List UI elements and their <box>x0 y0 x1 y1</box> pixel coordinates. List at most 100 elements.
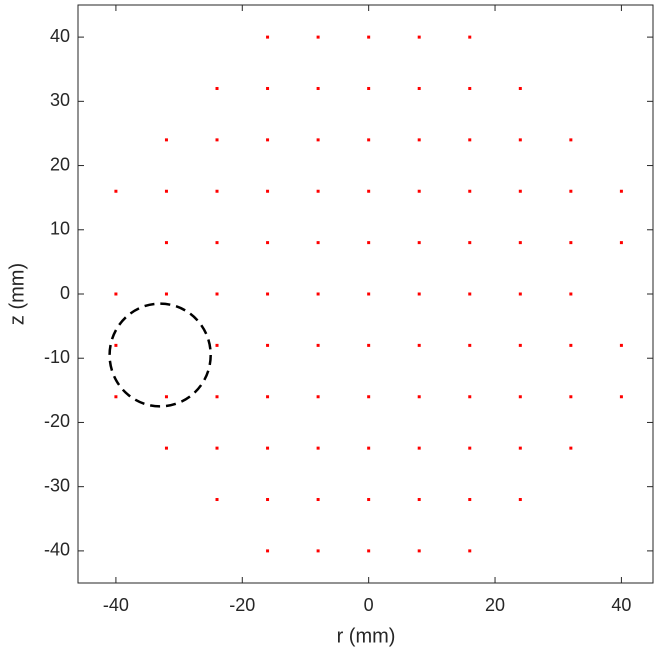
point <box>569 343 573 347</box>
point <box>468 343 472 347</box>
point <box>266 86 270 90</box>
point <box>367 138 371 142</box>
point <box>367 292 371 296</box>
point <box>569 189 573 193</box>
point <box>266 138 270 142</box>
y-tick-label: 20 <box>50 154 70 174</box>
point <box>114 395 118 399</box>
point <box>468 138 472 142</box>
point <box>619 395 623 399</box>
point <box>316 241 320 245</box>
point <box>266 549 270 553</box>
y-tick-label: -30 <box>44 475 70 495</box>
point <box>518 292 522 296</box>
point <box>215 241 219 245</box>
point <box>468 292 472 296</box>
point <box>468 189 472 193</box>
point <box>569 395 573 399</box>
point <box>417 446 421 450</box>
point <box>316 549 320 553</box>
point <box>569 292 573 296</box>
plot-frame <box>77 4 654 584</box>
point <box>367 498 371 502</box>
point <box>164 395 168 399</box>
point <box>468 395 472 399</box>
point <box>367 549 371 553</box>
point <box>569 446 573 450</box>
point <box>215 189 219 193</box>
point <box>518 498 522 502</box>
point <box>518 86 522 90</box>
point <box>316 86 320 90</box>
point <box>417 292 421 296</box>
point <box>367 35 371 39</box>
y-tick-label: -20 <box>44 411 70 431</box>
point <box>468 86 472 90</box>
point <box>215 498 219 502</box>
point <box>266 241 270 245</box>
point <box>215 446 219 450</box>
point <box>518 138 522 142</box>
point <box>468 549 472 553</box>
point <box>215 395 219 399</box>
point <box>518 446 522 450</box>
x-tick-label: 20 <box>485 595 505 615</box>
point <box>266 35 270 39</box>
point <box>164 292 168 296</box>
point <box>114 189 118 193</box>
point <box>316 343 320 347</box>
point <box>417 343 421 347</box>
point <box>569 241 573 245</box>
point <box>164 446 168 450</box>
point <box>619 189 623 193</box>
point <box>266 498 270 502</box>
point <box>468 241 472 245</box>
point <box>367 241 371 245</box>
point <box>417 395 421 399</box>
point <box>619 241 623 245</box>
point <box>518 343 522 347</box>
y-axis-label: z (mm) <box>6 263 28 325</box>
point <box>266 189 270 193</box>
point <box>316 446 320 450</box>
point <box>468 498 472 502</box>
y-tick-label: 40 <box>50 26 70 46</box>
point <box>367 395 371 399</box>
point <box>215 292 219 296</box>
point <box>367 446 371 450</box>
point <box>468 35 472 39</box>
point <box>417 549 421 553</box>
y-tick-label: 10 <box>50 219 70 239</box>
point <box>164 189 168 193</box>
point <box>114 292 118 296</box>
annotation-circle <box>108 302 212 408</box>
point <box>164 138 168 142</box>
y-tick-label: 30 <box>50 90 70 110</box>
point <box>619 343 623 347</box>
point <box>316 498 320 502</box>
point <box>468 446 472 450</box>
point <box>266 395 270 399</box>
point <box>367 86 371 90</box>
point <box>266 292 270 296</box>
point <box>417 138 421 142</box>
x-tick-label: -20 <box>229 595 255 615</box>
x-tick-label: 0 <box>364 595 374 615</box>
point <box>215 86 219 90</box>
point <box>266 343 270 347</box>
point <box>266 446 270 450</box>
point <box>569 138 573 142</box>
point <box>518 241 522 245</box>
point <box>417 241 421 245</box>
point <box>316 35 320 39</box>
point <box>518 395 522 399</box>
y-tick-label: -40 <box>44 540 70 560</box>
x-tick-label: -40 <box>103 595 129 615</box>
x-axis-label: r (mm) <box>337 625 396 647</box>
point <box>164 241 168 245</box>
point <box>215 138 219 142</box>
point <box>417 35 421 39</box>
point <box>215 343 219 347</box>
x-tick-label: 40 <box>611 595 631 615</box>
